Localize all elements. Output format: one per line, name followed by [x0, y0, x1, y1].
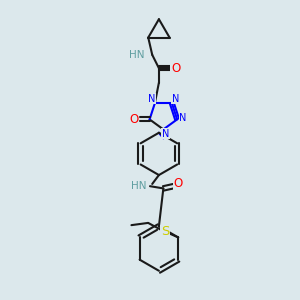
Text: HN: HN	[129, 50, 144, 60]
Text: N: N	[172, 94, 179, 104]
Text: HN: HN	[131, 181, 147, 191]
Text: O: O	[171, 62, 180, 75]
Text: O: O	[129, 113, 139, 126]
Text: S: S	[160, 225, 169, 238]
Text: N: N	[148, 94, 155, 104]
Text: O: O	[173, 178, 182, 190]
Text: N: N	[162, 129, 169, 139]
Text: N: N	[179, 113, 186, 123]
